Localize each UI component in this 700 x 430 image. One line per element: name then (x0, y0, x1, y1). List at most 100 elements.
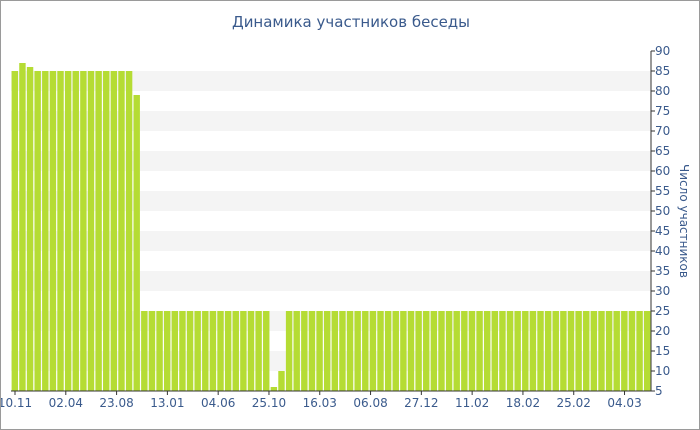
x-tick-label: 04.03 (607, 396, 641, 410)
bar (194, 311, 201, 391)
bar (49, 71, 57, 391)
grid-band (11, 311, 651, 331)
x-tick-label: 18.02 (506, 396, 540, 410)
y-tick-label: 15 (655, 344, 670, 358)
bar (263, 311, 270, 391)
grid-band (11, 271, 651, 291)
bar (209, 311, 217, 391)
bar (64, 71, 72, 391)
bar (141, 311, 148, 391)
bar (224, 311, 232, 391)
bar (163, 311, 171, 391)
bar (95, 71, 102, 391)
bar (285, 311, 293, 391)
bar (118, 71, 125, 391)
y-tick-label: 45 (655, 224, 670, 238)
x-tick-label: 25.10 (252, 396, 286, 410)
grid-band (11, 71, 651, 91)
bar (506, 311, 514, 391)
bar (605, 311, 613, 391)
x-tick-label: 25.02 (557, 396, 591, 410)
y-tick-label: 35 (655, 264, 670, 278)
x-tick-label: 02.04 (49, 396, 83, 410)
bar (423, 311, 430, 391)
bar (34, 71, 41, 391)
bar (643, 311, 651, 391)
bar (339, 311, 346, 391)
x-tick-label: 23.08 (99, 396, 133, 410)
bar (316, 311, 323, 391)
bar (522, 311, 529, 391)
x-tick-label: 06.08 (353, 396, 387, 410)
bar (103, 71, 110, 391)
bar (377, 311, 384, 391)
x-tick-label: 11.02 (455, 396, 489, 410)
bar (240, 311, 247, 391)
bar (202, 311, 209, 391)
bar (362, 311, 369, 391)
bar (415, 311, 422, 391)
y-tick-label: 65 (655, 144, 670, 158)
x-tick-label: 04.06 (201, 396, 235, 410)
bar (19, 63, 26, 391)
bar (331, 311, 339, 391)
bar (217, 311, 224, 391)
y-tick-label: 55 (655, 184, 670, 198)
y-tick-label: 5 (655, 384, 663, 398)
bar (583, 311, 590, 391)
bar (438, 311, 445, 391)
y-tick-label: 25 (655, 304, 670, 318)
y-tick-label: 30 (655, 284, 670, 298)
bar (278, 371, 285, 391)
bar (499, 311, 506, 391)
bar (560, 311, 567, 391)
x-tick-label: 10.11 (1, 396, 32, 410)
bar (483, 311, 491, 391)
bar (636, 311, 643, 391)
y-tick-label: 85 (655, 64, 670, 78)
bar (270, 387, 278, 391)
grid-band (11, 151, 651, 171)
grid-bands (11, 71, 651, 371)
bar (87, 71, 95, 391)
bar (598, 311, 605, 391)
bar (247, 311, 255, 391)
y-tick-labels: 5 10 15 20 25 30 35 40 45 50 55 60 65 70 75 80 85 90 (651, 44, 670, 398)
y-tick-label: 50 (655, 204, 670, 218)
bar (628, 311, 636, 391)
y-tick-label: 90 (655, 44, 670, 58)
bar (354, 311, 361, 391)
bar (125, 71, 133, 391)
bar (171, 311, 179, 391)
bar (567, 311, 575, 391)
bar (148, 311, 156, 391)
bar (26, 67, 34, 391)
bar (110, 71, 118, 391)
bar (301, 311, 308, 391)
bar (42, 71, 49, 391)
bar (156, 311, 163, 391)
bar (346, 311, 354, 391)
bar (613, 311, 620, 391)
bar (392, 311, 399, 391)
bar (621, 311, 628, 391)
x-tick-label: 16.03 (303, 396, 337, 410)
y-tick-label: 75 (655, 104, 670, 118)
bars (11, 63, 651, 391)
y-tick-label: 60 (655, 164, 670, 178)
y-axis-title: Число участников (677, 164, 691, 278)
bar (430, 311, 438, 391)
grid-band (11, 231, 651, 251)
bar (491, 311, 499, 391)
grid-band (11, 111, 651, 131)
grid-band (11, 191, 651, 211)
bar (544, 311, 552, 391)
x-tick-label: 27.12 (404, 396, 438, 410)
bar (514, 311, 521, 391)
grid-band (11, 351, 651, 371)
bar (11, 71, 19, 391)
y-tick-label: 40 (655, 244, 670, 258)
bar (575, 311, 582, 391)
